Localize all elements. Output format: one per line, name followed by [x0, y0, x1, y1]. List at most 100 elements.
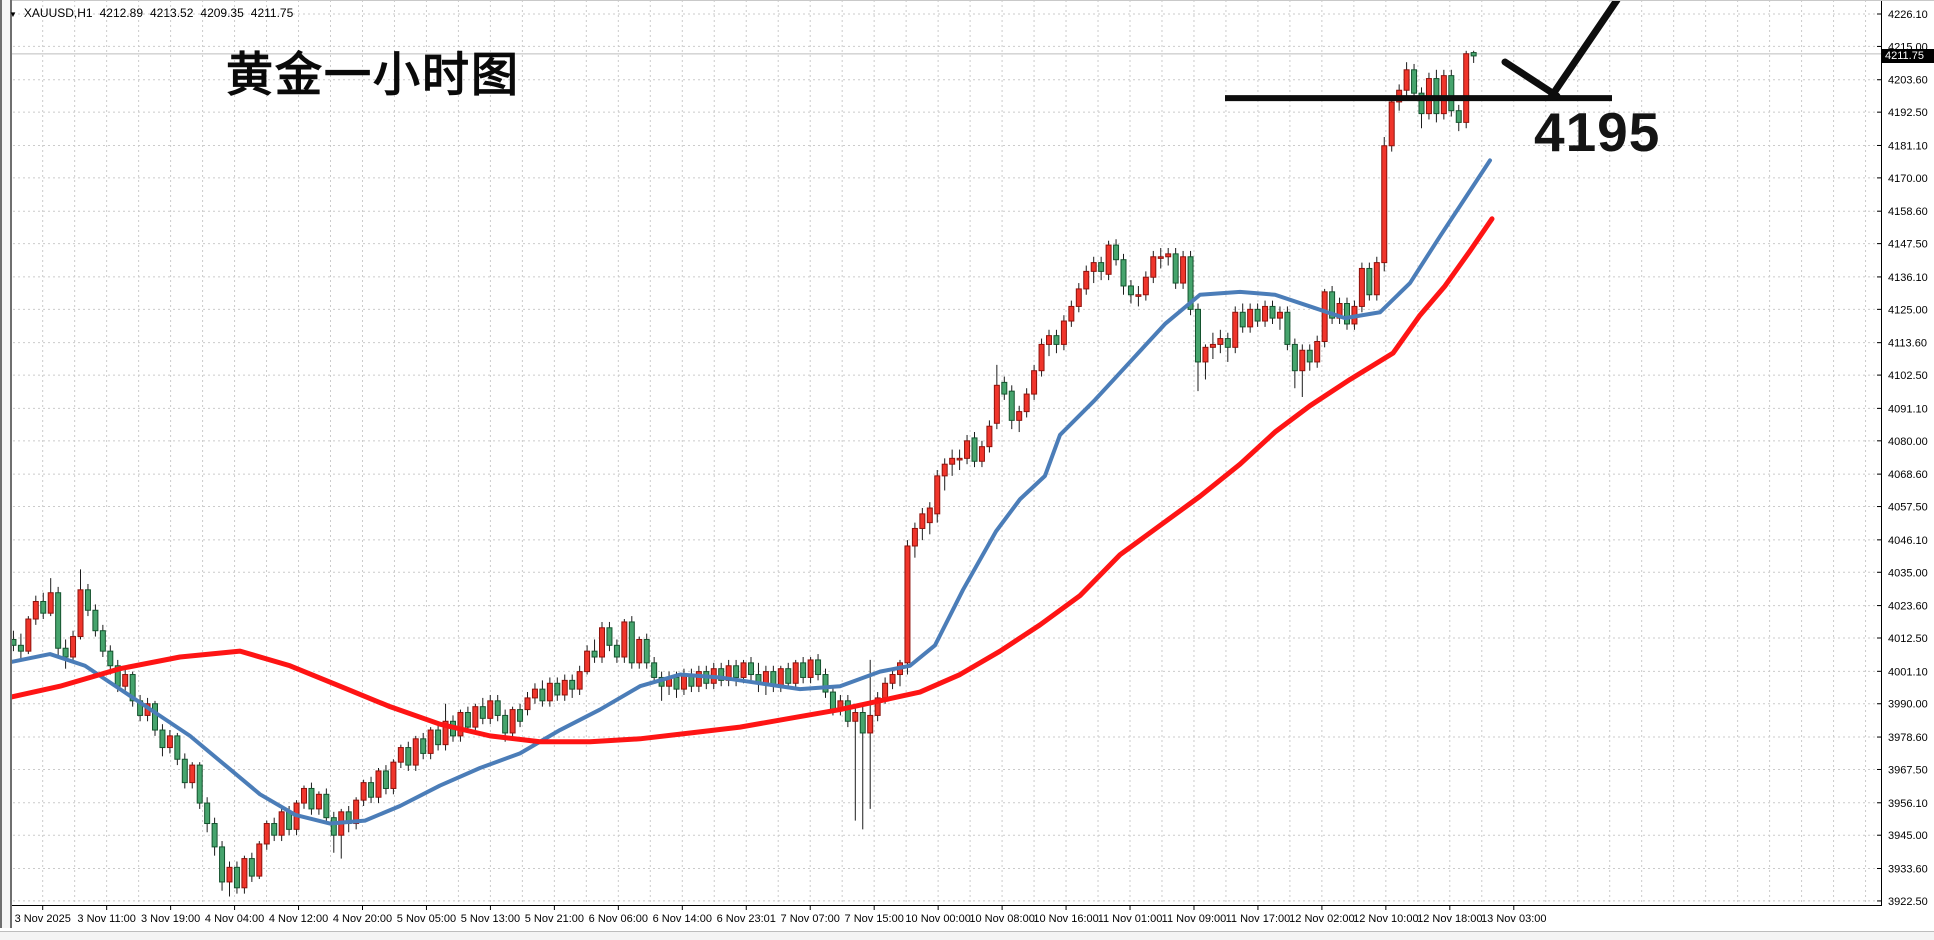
candle-up: [740, 662, 747, 678]
candle-up: [926, 507, 933, 524]
candle-up: [524, 697, 531, 711]
candle-up: [32, 600, 39, 620]
candle-up: [509, 709, 516, 734]
candle-down: [1284, 311, 1291, 345]
candle-up: [636, 638, 643, 664]
time-axis-label: 6 Nov 06:00: [589, 913, 648, 925]
candle-up: [867, 714, 874, 734]
candle-up: [964, 440, 971, 459]
candle-up: [978, 446, 985, 462]
candle-up: [263, 823, 270, 845]
candle-down: [1053, 335, 1060, 345]
candle-down: [159, 729, 166, 749]
candle-down: [1187, 256, 1194, 310]
current-price-tag: 4211.75: [1882, 49, 1934, 63]
candle-down: [1224, 338, 1231, 348]
candle-down: [1448, 75, 1455, 112]
price-axis-label: 4147.50: [1888, 239, 1928, 251]
candle-up: [122, 674, 129, 687]
candle-down: [196, 764, 203, 804]
ohlc-close: 4211.75: [250, 6, 294, 20]
time-axis-label: 11 Nov 09:00: [1162, 913, 1227, 925]
candle-down: [1098, 262, 1105, 272]
ohlc-low: 4209.35: [200, 6, 244, 20]
price-axis[interactable]: 4226.104215.004203.604192.504181.104170.…: [1877, 0, 1928, 908]
candle-up: [904, 545, 911, 664]
candle-up: [1247, 308, 1254, 328]
candle-down: [17, 644, 24, 652]
candle-down: [271, 823, 278, 836]
candle-up: [1165, 253, 1172, 258]
price-axis-label: 3956.10: [1888, 798, 1928, 810]
candle-up: [807, 659, 814, 678]
candle-down: [1418, 92, 1425, 115]
candle-down: [1008, 390, 1015, 421]
time-axis-label: 3 Nov 11:00: [77, 913, 136, 925]
candle-down: [368, 782, 375, 798]
candle-up: [1023, 393, 1030, 413]
candle-up: [993, 384, 1000, 424]
candle-up: [889, 674, 896, 684]
candle-down: [152, 703, 158, 731]
candle-up: [25, 618, 32, 652]
candle-down: [1001, 381, 1008, 395]
price-axis-label: 4170.00: [1888, 173, 1928, 185]
candle-down: [1470, 52, 1477, 57]
candle-down: [748, 662, 754, 676]
candle-up: [576, 671, 583, 690]
time-axis[interactable]: 3 Nov 2025 3 Nov 11:00 3 Nov 19:00 4 Nov 04…: [0, 905, 1882, 925]
candle-down: [248, 858, 255, 877]
time-axis-label: 5 Nov 21:00: [525, 913, 584, 925]
price-axis-label: 3922.50: [1888, 896, 1928, 908]
time-axis-label: 4 Nov 12:00: [269, 913, 328, 925]
candle-down: [1329, 291, 1336, 319]
candle-up: [1046, 335, 1052, 345]
candle-down: [673, 676, 680, 690]
candle-down: [464, 712, 471, 728]
chevron-down-icon[interactable]: ▼: [9, 9, 17, 19]
candle-up: [375, 770, 382, 798]
annotation-4195-label: 4195: [1534, 101, 1661, 163]
time-axis-label: 12 Nov 02:00: [1289, 913, 1354, 925]
candle-up: [256, 843, 263, 877]
candle-down: [591, 650, 598, 658]
candle-down: [971, 437, 978, 462]
candle-down: [204, 802, 211, 825]
candle-down: [382, 770, 389, 789]
price-axis-label: 3933.60: [1888, 864, 1928, 876]
price-axis-label: 3967.50: [1888, 764, 1928, 776]
candle-down: [554, 682, 561, 696]
candle-up: [1381, 145, 1388, 264]
candle-up: [1150, 256, 1157, 278]
time-axis-label: 4 Nov 04:00: [205, 913, 264, 925]
candle-down: [1120, 259, 1127, 287]
price-axis-label: 4023.60: [1888, 601, 1928, 613]
candle-up: [1060, 320, 1067, 345]
candle-down: [1306, 349, 1313, 363]
price-axis-label: 4192.50: [1888, 107, 1928, 119]
candle-down: [1344, 303, 1350, 325]
time-axis-label: 3 Nov 19:00: [141, 913, 200, 925]
candle-up: [1142, 276, 1149, 296]
time-axis-label: 10 Nov 00:00: [905, 913, 970, 925]
candle-down: [651, 662, 658, 678]
candle-up: [949, 457, 956, 465]
candle-down: [517, 709, 524, 722]
candle-up: [427, 729, 434, 754]
candle-up: [301, 787, 307, 804]
candle-up: [390, 761, 397, 789]
candle-down: [815, 659, 822, 676]
window-left-border: [0, 0, 12, 928]
price-axis-label: 3945.00: [1888, 830, 1928, 842]
candle-down: [211, 823, 218, 848]
candle-down: [1455, 110, 1462, 123]
candle-up: [397, 747, 404, 763]
candle-up: [1157, 256, 1164, 259]
candle-up: [1276, 311, 1283, 319]
candle-up: [241, 858, 248, 889]
checkmark-arrow: [1501, 58, 1561, 100]
candle-up: [472, 706, 479, 728]
candle-down: [181, 758, 188, 784]
price-axis-label: 4091.10: [1888, 403, 1928, 415]
